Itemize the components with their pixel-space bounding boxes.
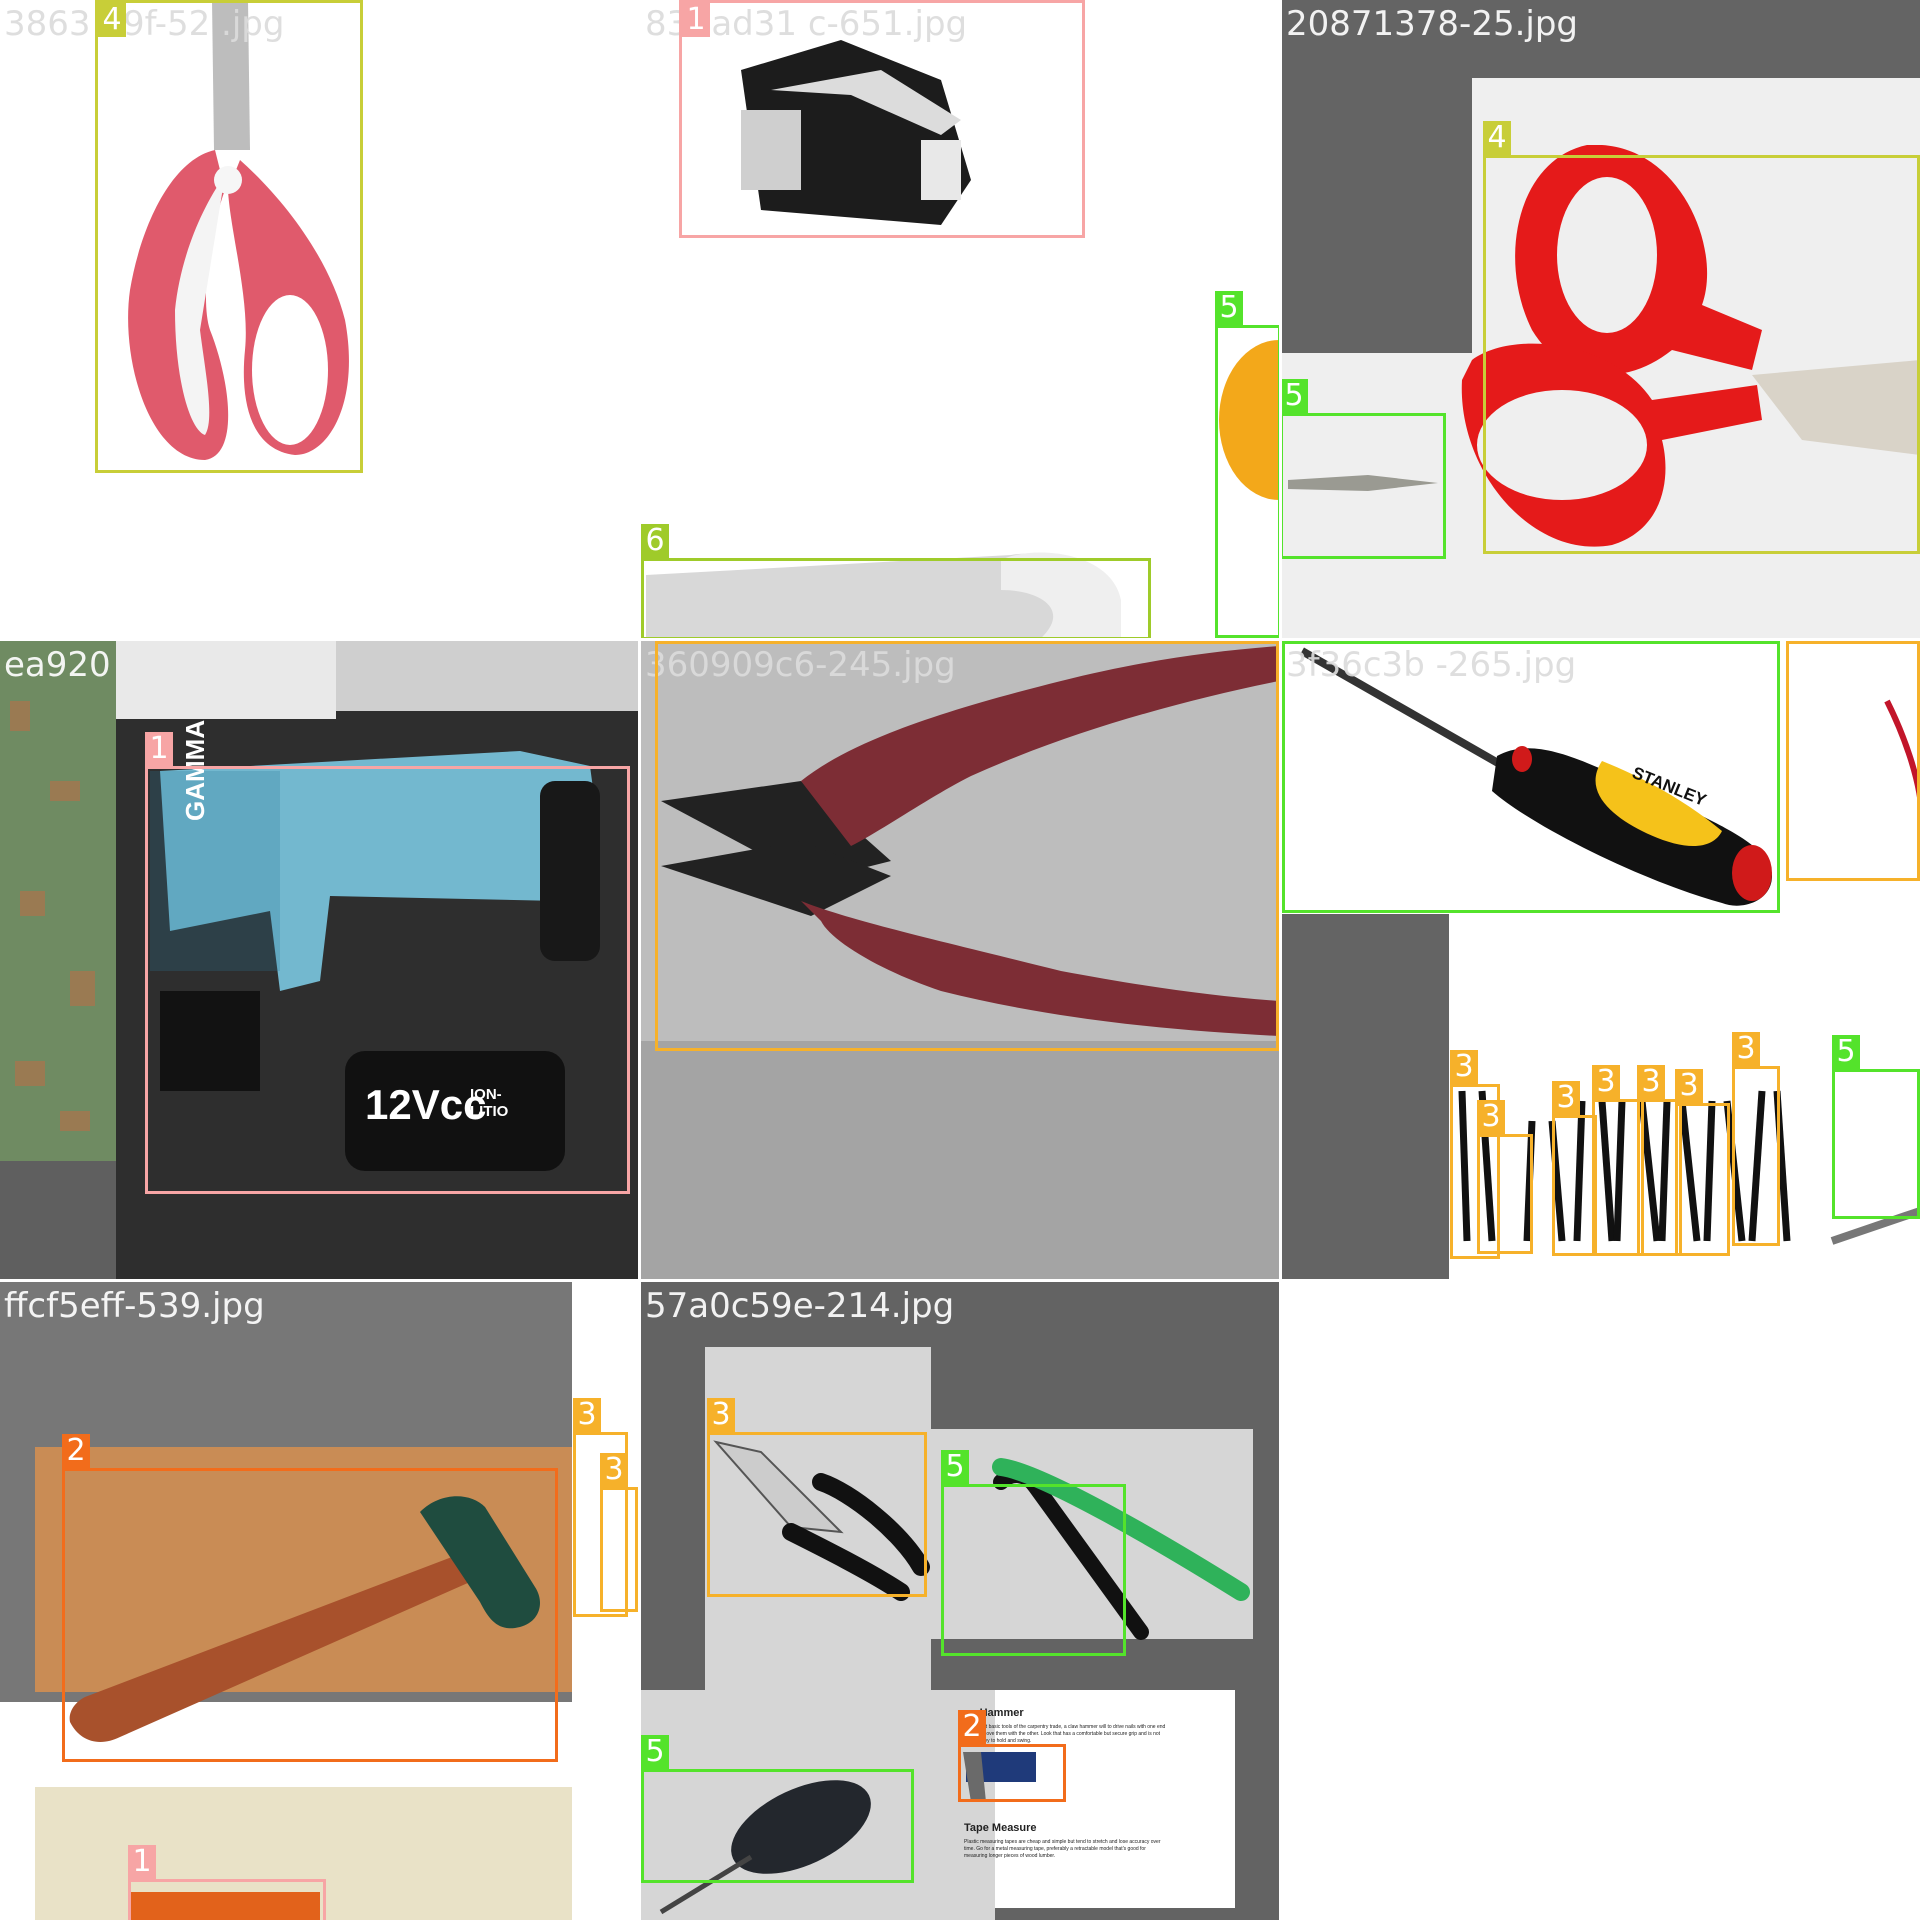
- bbox-class-label: 5: [1282, 379, 1308, 413]
- tile-filename: 3f36c3b -265.jpg: [1286, 645, 1577, 685]
- grid-gutter: [1279, 0, 1282, 1920]
- bbox-wrench: 6: [641, 524, 1151, 638]
- bbox-pliers: 3: [1450, 1050, 1500, 1259]
- bbox-class-label: 3: [707, 1398, 735, 1432]
- bbox-screwdriver: 5: [1215, 291, 1281, 638]
- bbox-class-label: 5: [941, 1450, 969, 1484]
- bbox-pliers: 3: [1675, 1069, 1730, 1256]
- bbox-screwdriver: 5: [1282, 379, 1446, 559]
- bbox-pliers: 3: [707, 1398, 927, 1597]
- mosaic-tile-1: 3863 19f-52 .jpg 4: [0, 0, 638, 638]
- bbox-class-label: 2: [958, 1710, 986, 1744]
- bbox-screwdriver: 5: [1282, 641, 1780, 913]
- bbox-pliers: 3: [1592, 1065, 1644, 1256]
- drill-case-image: [0, 641, 638, 1279]
- bbox-pliers: 3: [600, 1453, 638, 1612]
- bbox-pliers: 3: [1732, 1032, 1780, 1246]
- mosaic-tile-5: 360909c6-245.jpg 3: [641, 641, 1279, 1279]
- bbox-class-label: 1: [145, 732, 173, 766]
- document-body-hammer: the most basic tools of the carpentry tr…: [968, 1724, 1166, 1744]
- mosaic-tile-7: ffcf5eff-539.jpg 2 1 3 3: [0, 1282, 638, 1920]
- bbox-class-label: 3: [573, 1398, 601, 1432]
- bbox-class-label: 3: [1732, 1032, 1760, 1066]
- battery-wrench-image: [646, 40, 1121, 638]
- bbox-class-label: 3: [1637, 1065, 1665, 1099]
- bbox-screwdriver: 5: [641, 1735, 914, 1883]
- mosaic-tile-2: 83 -ad31 c-651.jpg 1 6: [641, 0, 1279, 638]
- bbox-class-label: 3: [1592, 1065, 1620, 1099]
- cutters-image: [641, 641, 1279, 1279]
- screwdriver-tip-image: [1288, 475, 1438, 491]
- bbox-class-label: 5: [641, 1735, 669, 1769]
- tile-filename: 57a0c59e-214.jpg: [645, 1286, 955, 1326]
- orange-ball-fragment: [1219, 340, 1279, 500]
- bbox-pliers: 3: [573, 1398, 628, 1617]
- bbox-screwdriver: 5: [941, 1450, 1126, 1656]
- hammer-image: [0, 1282, 638, 1920]
- bbox-drill: 1: [145, 732, 630, 1194]
- battery-type-text: ION- LITIO: [470, 1086, 509, 1120]
- battery-voltage-text: 12Vcc: [365, 1081, 487, 1128]
- bbox-pliers: 3: [1786, 641, 1920, 881]
- bbox-class-label: 4: [98, 3, 126, 37]
- tile-filename: ea920: [4, 645, 111, 685]
- bbox-drill: 1: [128, 1845, 326, 1920]
- bbox-pliers: 3: [1552, 1081, 1597, 1256]
- mosaic-tile-3: 20871378-25.jpg 4 5: [1282, 0, 1920, 638]
- bbox-screwdriver: 5: [1832, 1035, 1920, 1219]
- grid-gutter: [638, 0, 641, 1920]
- bbox-class-label: 5: [1215, 291, 1243, 325]
- bbox-pliers: 3: [655, 641, 1279, 1051]
- tile-filename: 360909c6-245.jpg: [645, 645, 956, 685]
- bbox-class-label: 3: [1477, 1100, 1505, 1134]
- grid-gutter: [0, 1279, 1920, 1282]
- bbox-scissors: 4: [1483, 121, 1920, 554]
- bbox-hammer: 2: [958, 1710, 1066, 1802]
- mosaic-tile-6: 3f36c3b -265.jpg STANLEY 5 3 3 3 3 3 3 3…: [1282, 641, 1920, 1279]
- mosaic-tile-8: 57a0c59e-214.jpg w Hammer the most basic…: [641, 1282, 1279, 1920]
- document-body-tape-measure: Plastic measuring tapes are cheap and si…: [964, 1839, 1161, 1859]
- grid-gutter: [0, 638, 1920, 641]
- tile-filename: 3863 19f-52 .jpg: [4, 4, 285, 44]
- bbox-class-label: 3: [1675, 1069, 1703, 1103]
- bbox-class-label: 1: [128, 1845, 156, 1879]
- bbox-class-label: 3: [1450, 1050, 1478, 1084]
- bbox-class-label: 5: [1832, 1035, 1860, 1069]
- red-scissors-image: [1282, 0, 1920, 638]
- bbox-class-label: 2: [62, 1434, 90, 1468]
- bbox-class-label: 6: [641, 524, 669, 558]
- bbox-pliers: 3: [1477, 1100, 1533, 1254]
- bbox-drill: 1: [679, 0, 1085, 238]
- mosaic-tile-4: ea920 GAMMA 12Vcc ION- LITIO 1: [0, 641, 638, 1279]
- bbox-pliers: 3: [1637, 1065, 1682, 1256]
- document-heading-tape-measure: Tape Measure: [964, 1822, 1037, 1834]
- bbox-hammer: 2: [62, 1434, 558, 1762]
- bbox-class-label: 1: [682, 3, 710, 37]
- bbox-class-label: 3: [1552, 1081, 1580, 1115]
- bbox-scissors: 4: [95, 0, 363, 473]
- bbox-class-label: 4: [1483, 121, 1511, 155]
- tile-filename: ffcf5eff-539.jpg: [4, 1286, 265, 1326]
- bbox-class-label: 3: [600, 1453, 628, 1487]
- scissors-image: [128, 0, 349, 460]
- tile-filename: 20871378-25.jpg: [1286, 4, 1579, 44]
